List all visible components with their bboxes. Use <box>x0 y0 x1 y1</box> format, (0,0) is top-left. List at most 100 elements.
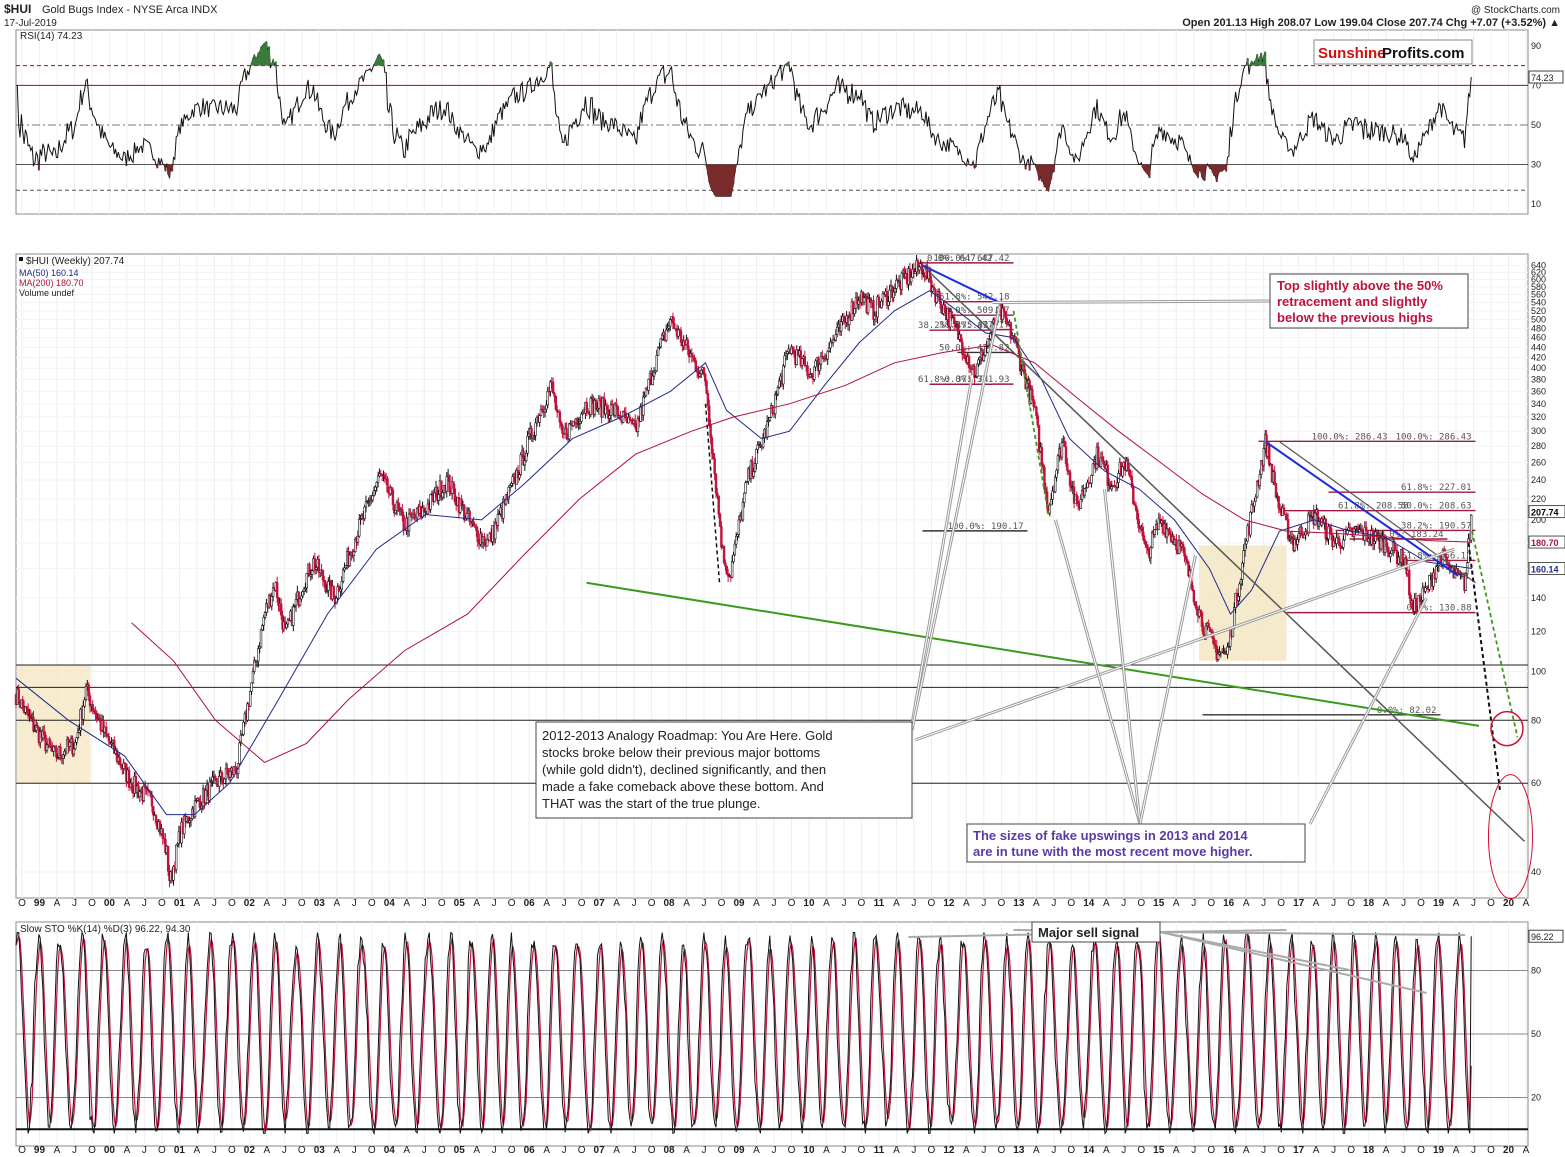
y-tick-label: 560 <box>1531 290 1546 300</box>
candle-body <box>352 551 356 556</box>
candle-body <box>918 266 921 271</box>
candle-body <box>483 536 486 545</box>
candle-body <box>714 473 718 494</box>
candle-body <box>741 502 745 521</box>
candle-body <box>613 403 617 416</box>
blue-trend-2016 <box>1264 440 1459 577</box>
top-note: Top slightly above the 50% retracement a… <box>1269 273 1469 329</box>
x-tick-label: A <box>1173 898 1180 909</box>
roadmap-line-5: THAT was the start of the true plunge. <box>542 796 760 811</box>
candle-body <box>545 404 548 410</box>
fib-label: 100.0%: 286.43 <box>1396 432 1472 442</box>
candle-body <box>197 798 201 802</box>
candle-body <box>722 545 726 564</box>
candle-body <box>733 543 737 556</box>
candle-body <box>150 795 154 807</box>
candle-body <box>26 708 30 716</box>
candle-body <box>1245 540 1248 545</box>
x-tick-label: 02 <box>244 898 256 909</box>
candle-body <box>285 623 288 628</box>
x-tick-label: A <box>753 1145 760 1156</box>
x-tick-label: J <box>1051 1145 1056 1156</box>
candle-body <box>1277 496 1280 509</box>
candle-body <box>1099 457 1103 468</box>
x-tick-label: 11 <box>874 898 885 909</box>
x-tick-label: J <box>562 898 567 909</box>
x-tick-label: O <box>1207 1145 1215 1156</box>
candle-body <box>939 301 943 309</box>
roadmap-line-2: stocks broke below their previous major … <box>542 745 821 760</box>
x-tick-label: 01 <box>174 898 186 909</box>
candle-body <box>413 514 416 518</box>
x-tick-label: A <box>543 1145 550 1156</box>
x-tick-label: A <box>1103 898 1110 909</box>
candle-body <box>1110 486 1113 490</box>
x-tick-label: J <box>1191 1145 1196 1156</box>
candle-body <box>1102 460 1105 465</box>
x-tick-label: J <box>492 1145 497 1156</box>
candle-body <box>257 648 260 662</box>
candle-body <box>634 420 637 428</box>
x-tick-label: 08 <box>664 1145 676 1156</box>
candle-body <box>1212 638 1216 646</box>
candle-body <box>211 776 214 782</box>
rsi-last-label: 74.23 <box>1531 73 1554 83</box>
x-tick-label: A <box>683 1145 690 1156</box>
x-tick-label: A <box>613 1145 620 1156</box>
candle-body <box>166 845 170 872</box>
candle-body <box>1049 498 1053 506</box>
x-tick-label: A <box>823 898 830 909</box>
candle-body <box>391 489 395 505</box>
candle-body <box>340 580 343 590</box>
fib-label: 0.0%: 371.93 <box>944 375 1009 385</box>
candle-body <box>1097 446 1100 465</box>
candle-body <box>1258 474 1262 486</box>
candle-body <box>1048 504 1052 514</box>
candle-body <box>228 770 232 778</box>
candle-body <box>752 471 755 477</box>
x-tick-label: 99 <box>34 1145 46 1156</box>
x-tick-label: J <box>911 898 916 909</box>
candle-body <box>1262 448 1266 466</box>
candle-body <box>1142 535 1146 542</box>
brand-logo: Sunshine Profits.com <box>1313 39 1473 65</box>
x-tick-label: 07 <box>594 1145 606 1156</box>
candle-body <box>1282 507 1286 515</box>
candle-body <box>1185 559 1189 563</box>
x-tick-label: O <box>1207 898 1215 909</box>
candle-body <box>1037 424 1041 452</box>
candle-body <box>527 433 531 437</box>
fib-label: 100.0%: 190.17 <box>948 522 1024 532</box>
candle-body <box>1066 463 1069 471</box>
x-tick-label: A <box>473 898 480 909</box>
candle-body <box>1054 476 1057 493</box>
candle-body <box>761 437 765 448</box>
candle-body <box>374 486 377 491</box>
x-tick-label: J <box>1331 1145 1336 1156</box>
candle-body <box>526 435 529 454</box>
x-tick-label: A <box>1243 1145 1250 1156</box>
candle-body <box>784 353 788 357</box>
candle-body <box>270 596 273 607</box>
candle-body <box>1136 509 1139 520</box>
rsi-tick-label: 30 <box>1531 160 1541 170</box>
candle-body <box>1191 585 1194 591</box>
y-tick-label: 140 <box>1531 593 1546 603</box>
sell-note: Major sell signal <box>1031 921 1161 943</box>
candle-body <box>68 741 72 747</box>
y-tick-label: 260 <box>1531 457 1546 467</box>
candle-body <box>1126 458 1130 471</box>
x-tick-label: 10 <box>803 898 815 909</box>
x-tick-label: 04 <box>384 898 396 909</box>
x-tick-label: J <box>282 1145 287 1156</box>
candle-body <box>892 291 895 298</box>
legend-volume: Volume undef <box>19 288 75 298</box>
candle-body <box>1083 488 1087 496</box>
candle-body <box>55 747 58 758</box>
top-note-line-2: retracement and slightly <box>1277 294 1428 309</box>
candle-body <box>791 346 794 351</box>
x-tick-label: A <box>194 898 201 909</box>
x-tick-label: J <box>632 1145 637 1156</box>
x-tick-label: A <box>333 898 340 909</box>
candle-body <box>238 742 241 765</box>
